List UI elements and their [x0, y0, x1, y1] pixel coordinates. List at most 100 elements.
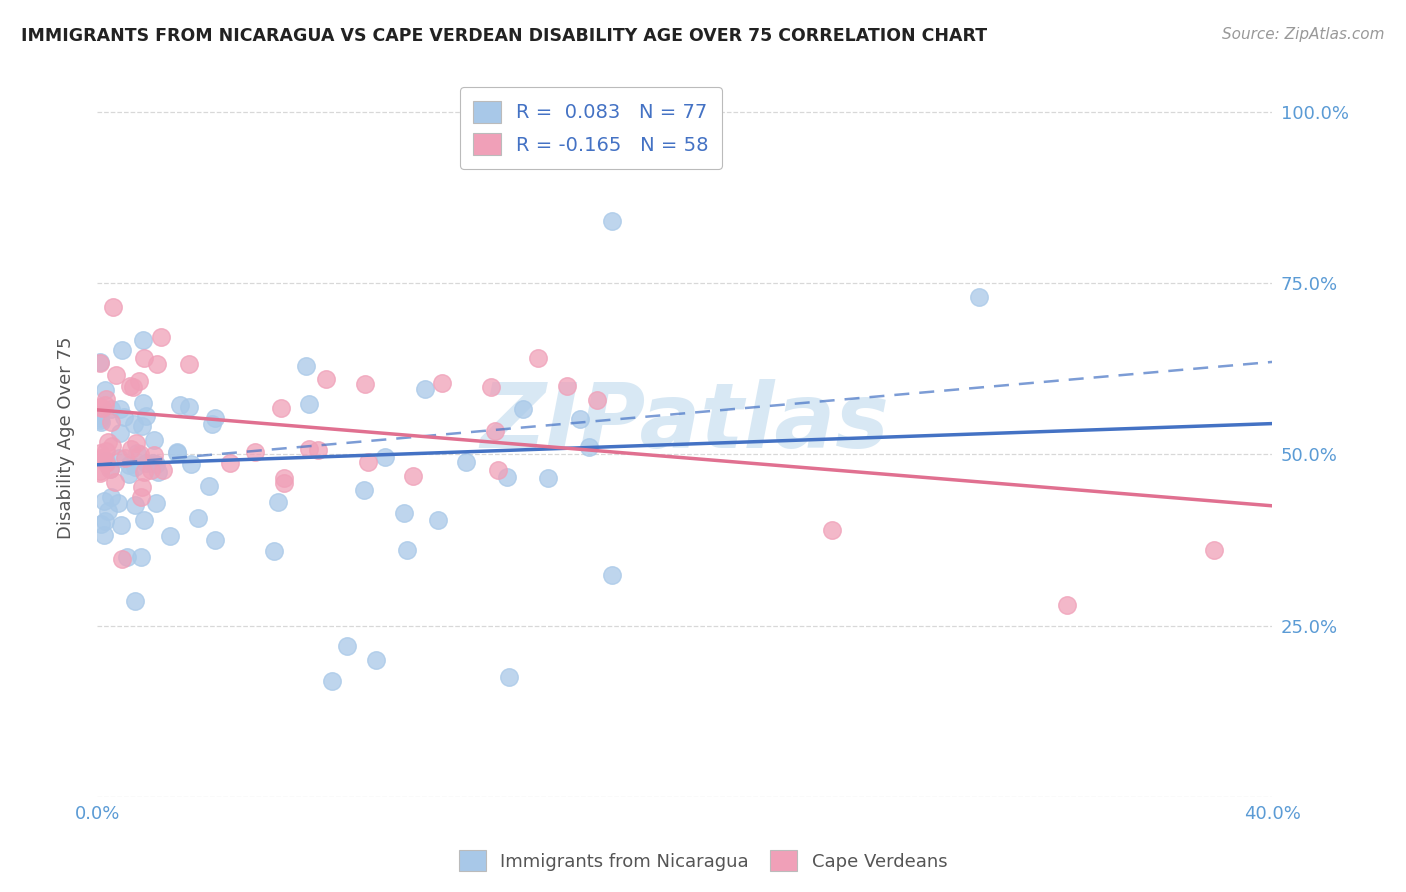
Point — [132, 351, 155, 366]
Point — [307, 443, 329, 458]
Point — [374, 450, 396, 464]
Point — [498, 670, 520, 684]
Point — [146, 465, 169, 479]
Point — [602, 568, 624, 582]
Point — [132, 396, 155, 410]
Point — [152, 463, 174, 477]
Text: Source: ZipAtlas.com: Source: ZipAtlas.com — [1222, 27, 1385, 42]
Point — [394, 507, 416, 521]
Point — [336, 640, 359, 654]
Point — [89, 354, 111, 368]
Y-axis label: Disability Age Over 75: Disability Age Over 75 — [58, 336, 75, 539]
Point — [454, 455, 477, 469]
Point — [101, 439, 124, 453]
Point — [118, 458, 141, 473]
Point — [131, 418, 153, 433]
Point — [569, 412, 592, 426]
Point — [129, 550, 152, 565]
Point — [98, 462, 121, 476]
Point — [128, 375, 150, 389]
Point — [243, 444, 266, 458]
Point — [89, 408, 111, 422]
Point — [267, 495, 290, 509]
Point — [124, 593, 146, 607]
Point — [94, 454, 117, 468]
Point — [315, 372, 337, 386]
Point — [143, 434, 166, 448]
Point — [135, 409, 157, 423]
Point — [89, 464, 111, 478]
Point — [104, 475, 127, 489]
Point — [91, 451, 114, 466]
Point — [201, 417, 224, 431]
Point — [512, 402, 534, 417]
Text: IMMIGRANTS FROM NICARAGUA VS CAPE VERDEAN DISABILITY AGE OVER 75 CORRELATION CHA: IMMIGRANTS FROM NICARAGUA VS CAPE VERDEA… — [21, 27, 987, 45]
Point — [204, 533, 226, 548]
Point — [124, 498, 146, 512]
Point — [145, 457, 167, 471]
Point — [97, 434, 120, 449]
Point — [89, 466, 111, 480]
Point — [263, 544, 285, 558]
Point — [187, 510, 209, 524]
Point — [127, 446, 149, 460]
Point — [427, 513, 450, 527]
Point — [142, 456, 165, 470]
Point — [295, 359, 318, 374]
Point — [432, 376, 454, 390]
Point — [100, 416, 122, 430]
Point — [89, 355, 111, 369]
Point — [132, 513, 155, 527]
Point — [166, 444, 188, 458]
Point — [93, 384, 115, 398]
Point — [600, 214, 623, 228]
Point — [114, 450, 136, 465]
Point — [135, 456, 157, 470]
Point — [139, 463, 162, 477]
Point — [94, 398, 117, 412]
Point — [105, 368, 128, 383]
Point — [129, 491, 152, 505]
Point — [1202, 543, 1225, 558]
Point — [91, 401, 114, 415]
Point — [98, 462, 121, 476]
Point — [204, 411, 226, 425]
Point — [541, 128, 564, 143]
Point — [357, 455, 380, 469]
Point — [197, 479, 219, 493]
Point — [395, 542, 418, 557]
Point — [180, 458, 202, 472]
Point — [115, 549, 138, 564]
Point — [107, 496, 129, 510]
Point — [90, 516, 112, 531]
Point — [484, 424, 506, 438]
Point — [537, 471, 560, 485]
Point — [557, 379, 579, 393]
Point — [402, 469, 425, 483]
Point — [108, 401, 131, 416]
Point — [142, 448, 165, 462]
Point — [89, 400, 111, 414]
Point — [120, 379, 142, 393]
Point — [169, 398, 191, 412]
Point — [527, 351, 550, 366]
Point — [146, 357, 169, 371]
Point — [486, 463, 509, 477]
Point — [128, 447, 150, 461]
Point — [821, 523, 844, 537]
Point — [353, 483, 375, 497]
Legend: Immigrants from Nicaragua, Cape Verdeans: Immigrants from Nicaragua, Cape Verdeans — [451, 843, 955, 879]
Point — [111, 343, 134, 358]
Point — [97, 504, 120, 518]
Point — [91, 451, 114, 466]
Point — [273, 471, 295, 485]
Point — [118, 467, 141, 482]
Point — [110, 518, 132, 533]
Point — [89, 446, 111, 460]
Point — [179, 400, 201, 414]
Point — [120, 442, 142, 456]
Point — [353, 377, 375, 392]
Point — [108, 451, 131, 466]
Point — [89, 411, 111, 425]
Point — [89, 413, 111, 427]
